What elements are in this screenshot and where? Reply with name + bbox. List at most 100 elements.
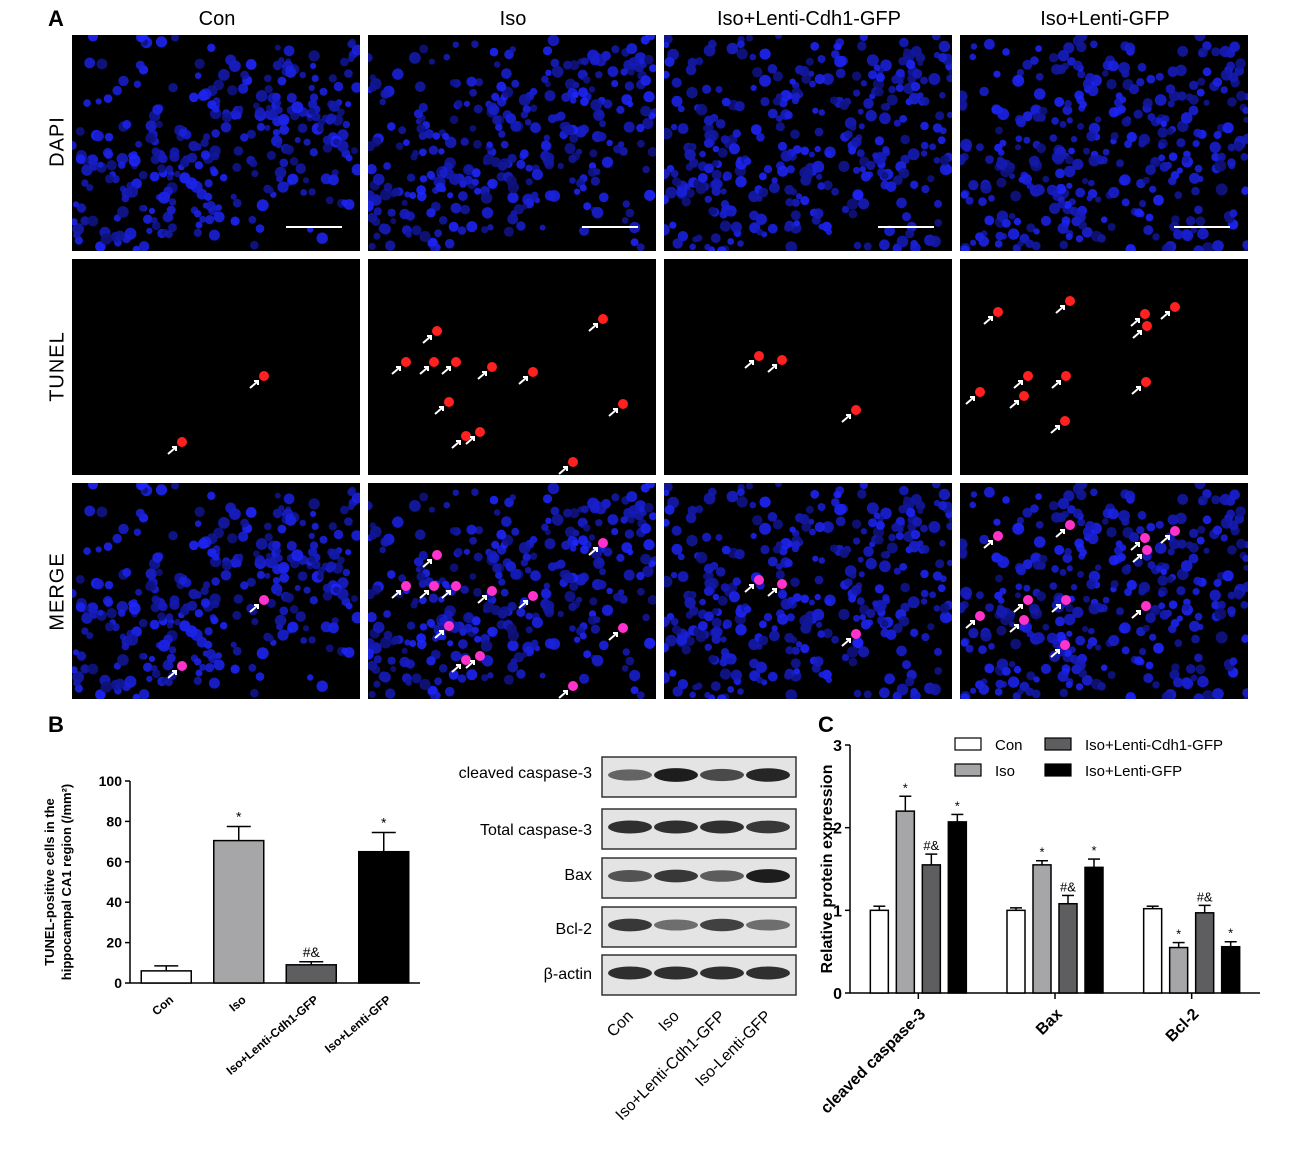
nucleus: [588, 86, 596, 93]
nucleus: [1119, 174, 1131, 186]
nucleus: [1174, 639, 1183, 647]
nucleus: [1124, 42, 1136, 54]
nucleus: [1031, 689, 1041, 699]
nucleus: [1002, 667, 1011, 676]
nucleus: [1151, 605, 1159, 612]
arrow-icon: [744, 584, 754, 593]
nucleus: [636, 123, 645, 133]
nucleus: [1220, 86, 1228, 94]
nucleus: [1009, 173, 1015, 180]
nucleus: [884, 673, 895, 685]
nucleus: [759, 74, 772, 87]
nucleus: [927, 175, 935, 183]
nucleus: [308, 84, 315, 91]
nucleus: [623, 569, 635, 581]
nucleus: [881, 171, 889, 180]
nucleus: [253, 550, 260, 558]
nucleus: [250, 688, 259, 698]
nucleus: [430, 245, 437, 251]
nucleus: [563, 60, 572, 70]
nucleus: [435, 182, 446, 192]
nucleus: [448, 669, 459, 680]
nucleus: [784, 111, 793, 120]
nucleus: [1158, 602, 1166, 610]
nucleus: [132, 245, 141, 251]
nucleus: [240, 70, 249, 80]
nucleus: [413, 109, 424, 119]
nucleus: [1236, 90, 1247, 101]
nucleus: [995, 126, 1003, 135]
nucleus: [351, 82, 360, 93]
micrograph-merge-1: [368, 483, 656, 699]
nucleus: [1017, 240, 1024, 247]
nucleus: [921, 633, 930, 642]
nucleus: [126, 633, 139, 646]
nucleus: [569, 508, 580, 519]
nucleus: [1212, 688, 1224, 699]
nucleus: [1235, 506, 1246, 517]
nucleus: [463, 612, 475, 624]
nucleus: [1002, 219, 1011, 228]
nucleus: [1110, 580, 1119, 589]
nucleus: [1085, 520, 1096, 531]
nucleus: [644, 189, 656, 201]
nucleus: [881, 619, 889, 628]
nucleus: [879, 560, 891, 573]
nucleus: [1075, 635, 1086, 646]
nucleus: [960, 245, 970, 251]
significance-label: *: [236, 808, 242, 824]
arrow-icon: [1160, 535, 1170, 544]
nucleus: [630, 238, 639, 247]
nucleus: [896, 235, 909, 248]
nucleus: [168, 83, 178, 93]
nucleus: [1166, 128, 1174, 136]
nucleus: [430, 693, 437, 699]
nucleus: [1110, 132, 1119, 141]
nucleus: [727, 238, 735, 245]
nucleus: [895, 516, 905, 526]
nucleus: [1077, 122, 1085, 130]
nucleus: [1022, 111, 1033, 122]
nucleus: [545, 517, 552, 524]
y-tick-label: 100: [99, 773, 123, 789]
nucleus: [507, 192, 519, 204]
bar: [285, 964, 337, 984]
nucleus: [720, 648, 730, 657]
blot-band: [608, 769, 652, 781]
nucleus: [809, 528, 816, 536]
nucleus: [178, 128, 187, 137]
nucleus: [1168, 176, 1177, 186]
nucleus: [763, 165, 773, 174]
nucleus: [808, 70, 815, 77]
nucleus: [122, 120, 132, 129]
nucleus: [544, 152, 555, 163]
nucleus: [1088, 627, 1095, 635]
nucleus: [814, 127, 824, 137]
nucleus: [1121, 565, 1132, 575]
nucleus: [1242, 240, 1248, 250]
nucleus: [1088, 179, 1095, 187]
nucleus: [785, 646, 794, 655]
nucleus: [710, 233, 721, 244]
nucleus: [579, 673, 590, 684]
nucleus: [984, 663, 995, 674]
nucleus: [979, 534, 989, 545]
nucleus: [322, 143, 333, 153]
nucleus: [308, 107, 316, 115]
tunel-spot: [851, 405, 861, 415]
nucleus: [525, 178, 533, 186]
nucleus: [812, 160, 825, 173]
nucleus: [866, 160, 876, 171]
nucleus: [387, 122, 396, 131]
nucleus: [205, 215, 215, 225]
nucleus: [1217, 152, 1226, 162]
nucleus: [1189, 528, 1199, 538]
arrow-icon: [1009, 400, 1019, 409]
nucleus: [1096, 154, 1103, 162]
nucleus: [308, 555, 316, 563]
blot-band: [700, 918, 744, 932]
nucleus: [1023, 584, 1031, 592]
nucleus: [825, 676, 833, 684]
micrograph-image: [167, 371, 269, 455]
nucleus: [1028, 603, 1040, 615]
